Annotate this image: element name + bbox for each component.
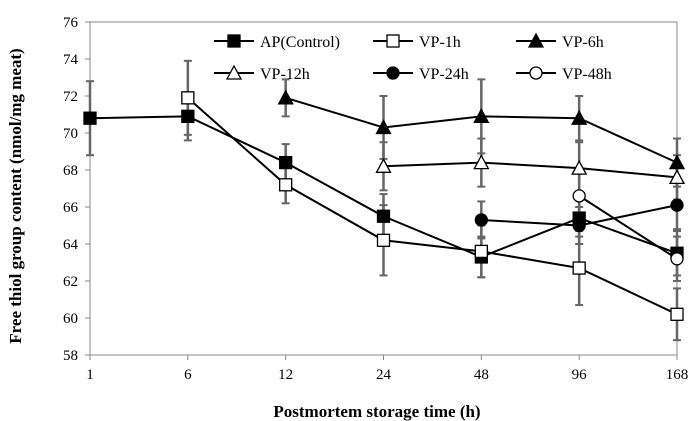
series-markers: [83, 89, 686, 321]
legend-marker: [386, 66, 400, 80]
x-tick-label: 1: [86, 367, 94, 383]
legend-item-vp-6h: VP-6h: [516, 32, 604, 51]
data-point-ap-control: [376, 209, 391, 223]
y-axis-label: Free thiol group content (nmol/mg meat): [6, 48, 25, 343]
data-point-vp-12h: [571, 159, 588, 175]
y-tick-label: 70: [63, 126, 78, 142]
legend-item-ap-control: AP(Control): [214, 34, 340, 51]
data-point-vp-12h: [375, 157, 392, 173]
data-point-vp-1h: [474, 244, 488, 259]
y-tick-label: 62: [63, 274, 78, 290]
series-line-vp-1h: [187, 97, 678, 316]
series-layer: [83, 59, 686, 342]
y-tick-label: 74: [63, 52, 79, 68]
data-point-vp-6h: [571, 109, 588, 125]
data-point-ap-control: [279, 155, 293, 170]
series-line-vp-48h: [578, 195, 678, 260]
legend-marker: [227, 34, 241, 48]
data-point-vp-6h: [277, 89, 294, 105]
legend: AP(Control) VP-1h VP-6h VP-12h VP-24h VP-48h: [214, 32, 612, 83]
legend-marker: [225, 64, 243, 80]
data-point-ap-control: [181, 109, 195, 123]
y-tick-label: 68: [63, 163, 78, 179]
legend-label: VP-24h: [419, 66, 469, 83]
y-axis-ticks: 58 60 62 64 66 68 70 72 74 76: [63, 15, 90, 364]
data-point-vp-12h: [668, 169, 686, 185]
legend-item-vp-1h: VP-1h: [373, 34, 461, 51]
legend-marker: [527, 32, 545, 48]
data-point-vp-48h: [670, 252, 684, 266]
data-point-vp-1h: [376, 233, 391, 247]
data-point-vp-6h: [473, 107, 490, 123]
y-tick-label: 60: [63, 311, 78, 327]
y-tick-label: 72: [63, 89, 78, 105]
legend-label: VP-48h: [562, 66, 612, 83]
x-tick-label: 6: [184, 367, 192, 383]
legend-label: VP-1h: [419, 34, 461, 51]
data-point-vp-1h: [279, 178, 293, 192]
x-tick-label: 12: [278, 367, 293, 383]
x-axis-ticks: 1 6 12 24 48 96 168: [86, 355, 688, 383]
data-point-vp-6h: [375, 119, 392, 135]
legend-item-vp-24h: VP-24h: [373, 66, 469, 83]
legend-label: VP-6h: [562, 34, 604, 51]
data-point-vp-12h: [473, 154, 490, 170]
legend-item-vp-12h: VP-12h: [214, 64, 310, 83]
y-tick-label: 76: [63, 15, 79, 31]
legend-marker: [386, 34, 400, 48]
data-point-vp-1h: [181, 91, 195, 105]
data-point-ap-control: [83, 111, 97, 125]
legend-label: VP-12h: [260, 66, 310, 83]
data-point-vp-1h: [670, 307, 684, 321]
y-tick-label: 66: [63, 200, 79, 216]
legend-marker: [529, 66, 543, 80]
series-line-vp-12h: [383, 161, 678, 179]
data-point-vp-24h: [572, 218, 586, 233]
data-point-vp-6h: [668, 154, 686, 170]
data-point-vp-24h: [670, 198, 684, 212]
legend-item-vp-48h: VP-48h: [516, 66, 612, 83]
x-axis-label: Postmortem storage time (h): [273, 402, 480, 421]
data-point-vp-24h: [474, 213, 488, 227]
x-tick-label: 24: [376, 367, 392, 383]
x-tick-label: 168: [666, 367, 689, 383]
x-tick-label: 48: [474, 367, 489, 383]
y-tick-label: 64: [63, 237, 79, 253]
data-point-vp-1h: [572, 261, 586, 275]
error-bars: [86, 59, 681, 342]
x-tick-label: 96: [572, 367, 588, 383]
y-tick-label: 58: [63, 348, 78, 364]
legend-label: AP(Control): [260, 34, 340, 51]
data-point-vp-48h: [572, 189, 586, 203]
